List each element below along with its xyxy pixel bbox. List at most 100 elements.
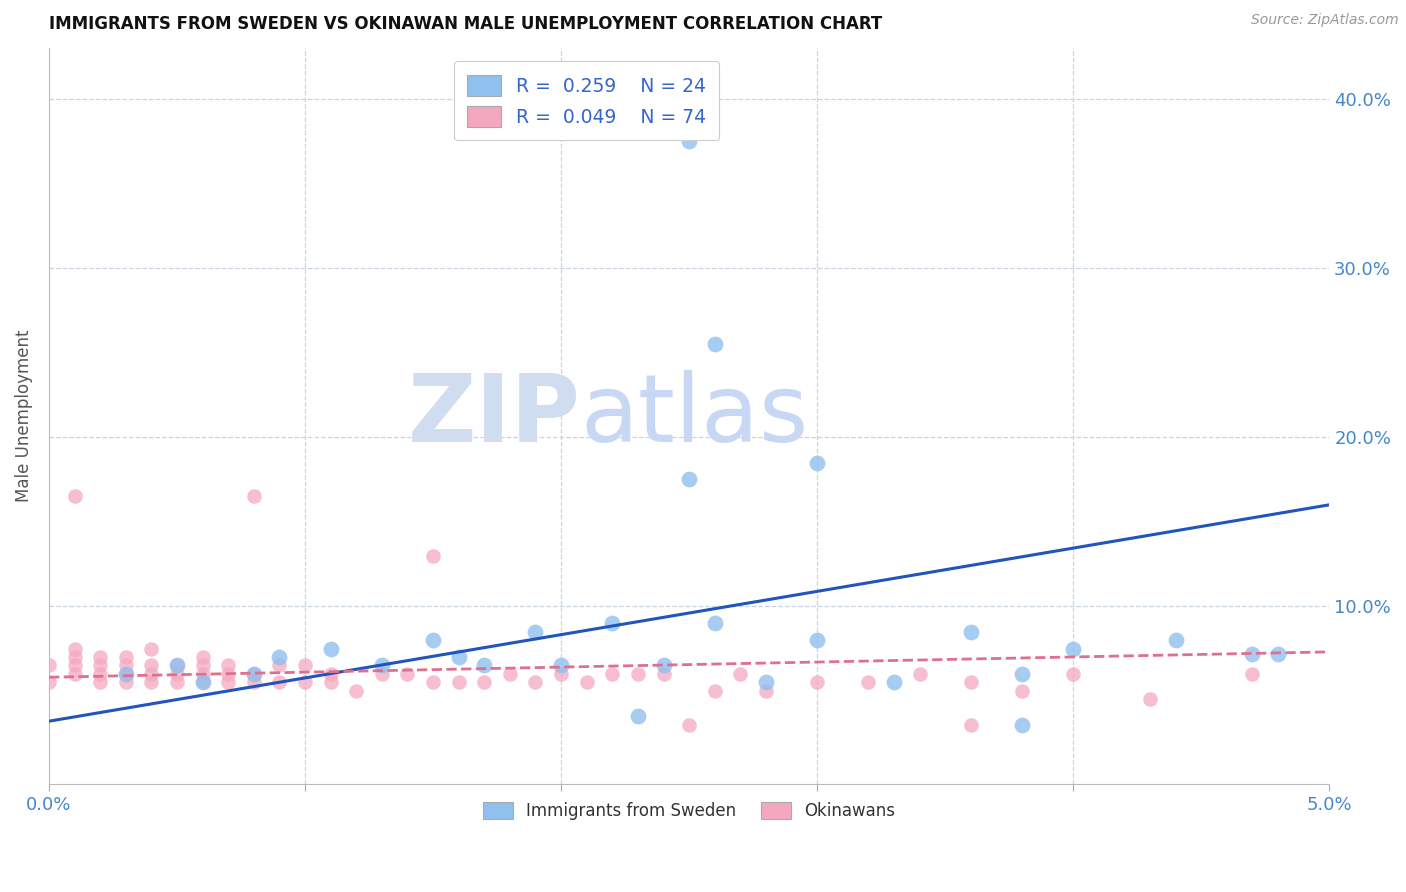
Point bbox=[703, 683, 725, 698]
Point bbox=[1062, 641, 1084, 656]
Point bbox=[422, 633, 444, 648]
Point bbox=[243, 666, 266, 681]
Point bbox=[269, 650, 291, 665]
Point bbox=[319, 675, 342, 690]
Point bbox=[883, 675, 905, 690]
Point bbox=[191, 658, 214, 673]
Y-axis label: Male Unemployment: Male Unemployment bbox=[15, 330, 32, 502]
Point bbox=[959, 624, 981, 639]
Text: Source: ZipAtlas.com: Source: ZipAtlas.com bbox=[1251, 13, 1399, 28]
Point bbox=[1241, 666, 1264, 681]
Point bbox=[600, 666, 623, 681]
Point bbox=[499, 666, 522, 681]
Point bbox=[114, 666, 136, 681]
Point bbox=[141, 675, 163, 690]
Point bbox=[1139, 692, 1161, 706]
Point bbox=[678, 473, 700, 487]
Point bbox=[344, 683, 367, 698]
Point bbox=[806, 675, 828, 690]
Point bbox=[524, 624, 547, 639]
Point bbox=[1062, 666, 1084, 681]
Point bbox=[703, 616, 725, 631]
Point bbox=[755, 675, 778, 690]
Point bbox=[63, 666, 86, 681]
Point bbox=[63, 489, 86, 503]
Point bbox=[550, 658, 572, 673]
Point bbox=[806, 456, 828, 470]
Point bbox=[294, 658, 316, 673]
Text: IMMIGRANTS FROM SWEDEN VS OKINAWAN MALE UNEMPLOYMENT CORRELATION CHART: IMMIGRANTS FROM SWEDEN VS OKINAWAN MALE … bbox=[49, 15, 882, 33]
Point bbox=[396, 666, 419, 681]
Text: atlas: atlas bbox=[581, 370, 808, 462]
Point bbox=[319, 641, 342, 656]
Point bbox=[191, 675, 214, 690]
Point bbox=[806, 633, 828, 648]
Point bbox=[319, 666, 342, 681]
Point bbox=[447, 650, 470, 665]
Legend: Immigrants from Sweden, Okinawans: Immigrants from Sweden, Okinawans bbox=[477, 796, 903, 827]
Point bbox=[1011, 683, 1033, 698]
Point bbox=[908, 666, 931, 681]
Point bbox=[141, 641, 163, 656]
Point bbox=[472, 658, 495, 673]
Point bbox=[627, 666, 650, 681]
Point bbox=[269, 675, 291, 690]
Point bbox=[141, 666, 163, 681]
Point bbox=[89, 666, 111, 681]
Point bbox=[166, 658, 188, 673]
Point bbox=[38, 675, 60, 690]
Point bbox=[114, 675, 136, 690]
Point bbox=[166, 675, 188, 690]
Point bbox=[959, 717, 981, 731]
Point bbox=[371, 658, 394, 673]
Point bbox=[89, 675, 111, 690]
Point bbox=[422, 549, 444, 563]
Point bbox=[959, 675, 981, 690]
Point bbox=[89, 658, 111, 673]
Point bbox=[191, 650, 214, 665]
Point bbox=[63, 641, 86, 656]
Point bbox=[217, 675, 239, 690]
Text: ZIP: ZIP bbox=[408, 370, 581, 462]
Point bbox=[371, 666, 394, 681]
Point bbox=[63, 658, 86, 673]
Point bbox=[243, 666, 266, 681]
Point bbox=[217, 666, 239, 681]
Point bbox=[678, 135, 700, 149]
Point bbox=[447, 675, 470, 690]
Point bbox=[1164, 633, 1187, 648]
Point bbox=[627, 709, 650, 723]
Point bbox=[1267, 647, 1289, 661]
Point bbox=[217, 658, 239, 673]
Point bbox=[858, 675, 880, 690]
Point bbox=[114, 650, 136, 665]
Point bbox=[89, 650, 111, 665]
Point bbox=[166, 666, 188, 681]
Point bbox=[703, 337, 725, 351]
Point bbox=[191, 675, 214, 690]
Point bbox=[294, 675, 316, 690]
Point bbox=[652, 658, 675, 673]
Point bbox=[114, 658, 136, 673]
Point bbox=[243, 675, 266, 690]
Point bbox=[191, 666, 214, 681]
Point bbox=[166, 658, 188, 673]
Point bbox=[600, 616, 623, 631]
Point bbox=[38, 658, 60, 673]
Point bbox=[422, 675, 444, 690]
Point bbox=[524, 675, 547, 690]
Point bbox=[269, 658, 291, 673]
Point bbox=[652, 666, 675, 681]
Point bbox=[678, 717, 700, 731]
Point bbox=[755, 683, 778, 698]
Point bbox=[114, 666, 136, 681]
Point bbox=[730, 666, 752, 681]
Point bbox=[550, 666, 572, 681]
Point bbox=[472, 675, 495, 690]
Point bbox=[63, 650, 86, 665]
Point bbox=[1011, 666, 1033, 681]
Point bbox=[243, 489, 266, 503]
Point bbox=[575, 675, 598, 690]
Point bbox=[141, 658, 163, 673]
Point bbox=[1241, 647, 1264, 661]
